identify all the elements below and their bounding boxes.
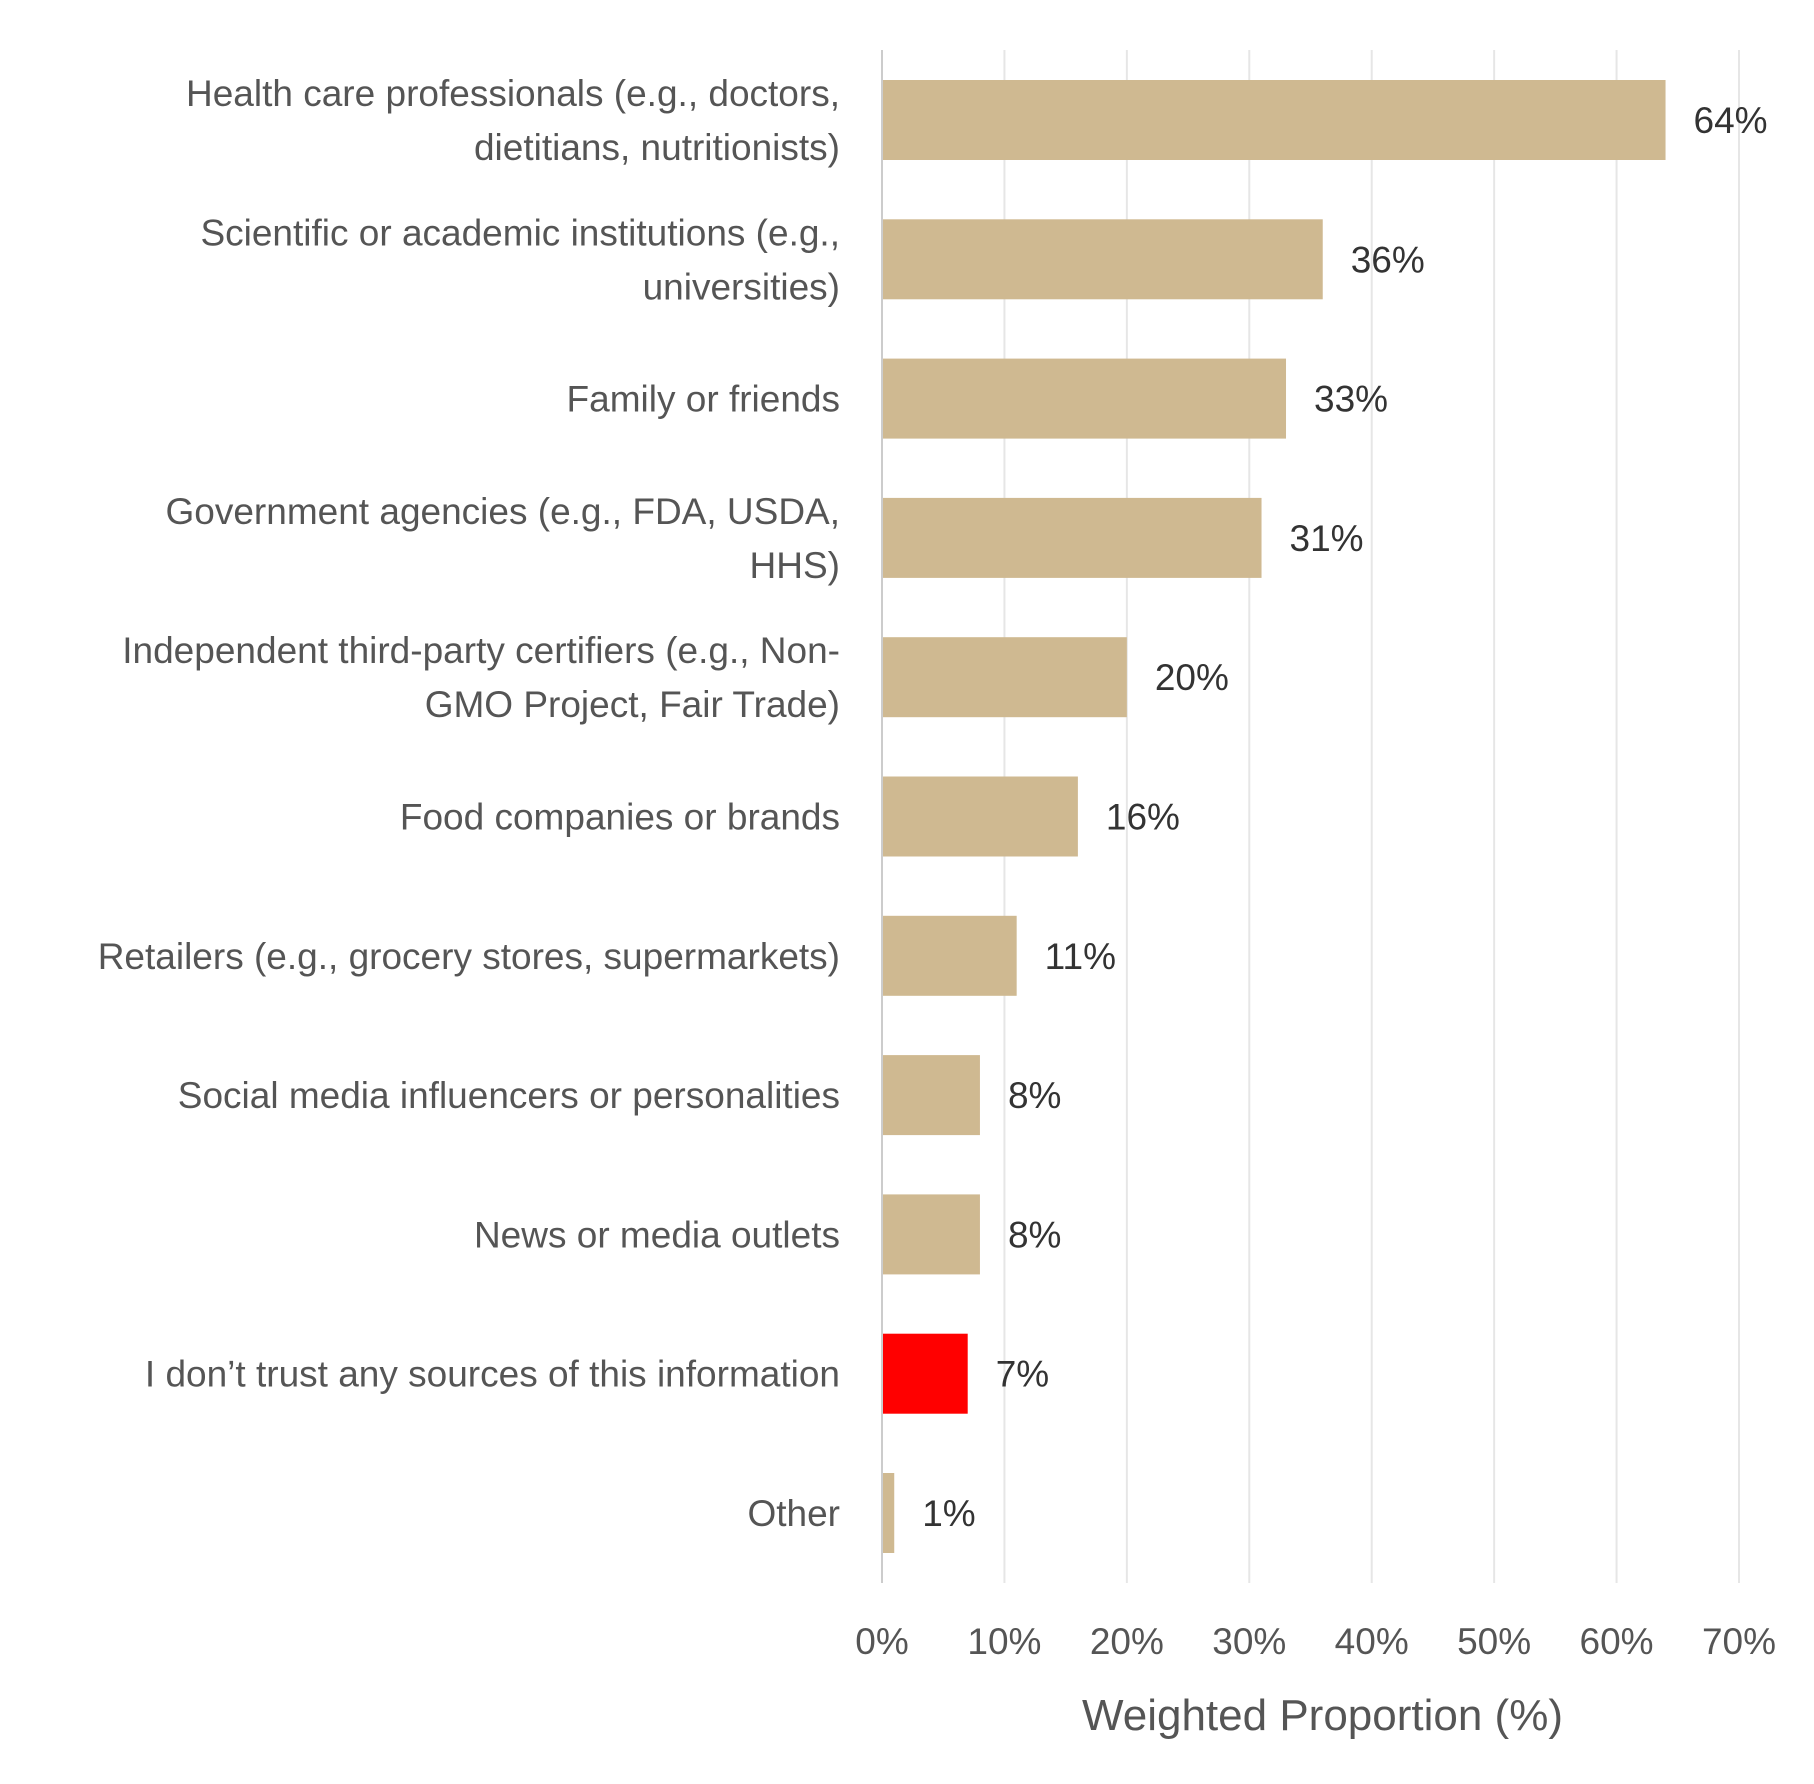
data-label: 64% — [1694, 100, 1768, 141]
bar — [882, 1473, 895, 1553]
data-label: 33% — [1314, 379, 1388, 420]
category-label: Independent third-party certifiers (e.g.… — [122, 630, 840, 725]
category-label: Government agencies (e.g., FDA, USDA, HHS… — [166, 491, 841, 586]
x-tick-label: 40% — [1335, 1621, 1409, 1662]
bar — [882, 1194, 980, 1275]
data-label: 1% — [922, 1493, 975, 1534]
category-label: Retailers (e.g., grocery stores, superma… — [98, 936, 840, 977]
x-tick-label: 30% — [1212, 1621, 1286, 1662]
x-axis-title: Weighted Proportion (%) — [1082, 1691, 1563, 1740]
data-label: 31% — [1290, 518, 1364, 559]
bar — [882, 915, 1017, 996]
data-label: 11% — [1045, 936, 1116, 977]
data-label: 16% — [1106, 797, 1180, 838]
category-label: Family or friends — [567, 379, 840, 420]
category-label: News or media outlets — [474, 1214, 840, 1255]
category-label: Social media influencers or personalitie… — [178, 1075, 840, 1116]
data-label: 36% — [1351, 239, 1425, 280]
bar — [882, 776, 1078, 857]
value-labels: 64% 36% 33% 31% 20% 16% 11% 8% 8% 7% 1% — [922, 100, 1767, 1534]
bar — [882, 80, 1666, 160]
x-tick-label: 50% — [1457, 1621, 1531, 1662]
gridlines — [1003, 50, 1740, 1583]
category-label: Scientific or academic institutions (e.g… — [200, 212, 840, 307]
x-tick-label: 70% — [1702, 1621, 1776, 1662]
data-label: 7% — [996, 1354, 1049, 1395]
category-label: Health care professionals (e.g., doctors… — [186, 73, 840, 168]
data-label: 20% — [1155, 657, 1229, 698]
bar — [882, 358, 1287, 439]
x-tick-label: 20% — [1090, 1621, 1164, 1662]
bar — [882, 219, 1323, 300]
category-label: Other — [747, 1493, 840, 1534]
category-labels: Health care professionals (e.g., doctors… — [98, 73, 840, 1534]
x-tick-label: 60% — [1580, 1621, 1654, 1662]
bar — [882, 1333, 968, 1414]
bar — [882, 1055, 980, 1136]
data-label: 8% — [1008, 1075, 1061, 1116]
x-tick-labels: 0% 10% 20% 30% 40% 50% 60% 70% — [855, 1621, 1776, 1662]
category-label: Food companies or brands — [400, 797, 840, 838]
bars — [882, 80, 1666, 1553]
bar — [882, 637, 1127, 718]
category-label: I don’t trust any sources of this inform… — [145, 1354, 840, 1395]
x-tick-label: 0% — [855, 1621, 908, 1662]
x-tick-label: 10% — [967, 1621, 1041, 1662]
bar — [882, 497, 1262, 578]
data-label: 8% — [1008, 1214, 1061, 1255]
